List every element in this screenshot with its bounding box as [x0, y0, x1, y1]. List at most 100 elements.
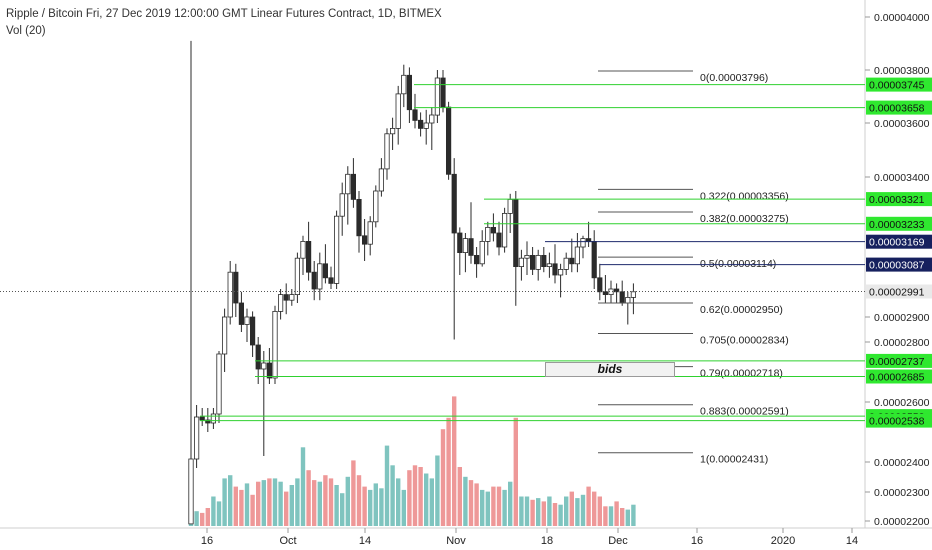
bids-annotation[interactable]: bids: [545, 362, 675, 377]
candle-body: [451, 173, 457, 234]
volume-bar: [463, 476, 468, 526]
volume-bar: [284, 491, 289, 526]
price-tick-label: 0.00002300: [874, 487, 930, 499]
fib-level-label: 0.62(0.00002950): [700, 304, 783, 316]
candle-body: [445, 106, 452, 175]
fib-level-label: 0(0.00003796): [700, 72, 768, 84]
candle-body: [429, 114, 435, 124]
volume-bar: [536, 498, 541, 526]
candle-body: [569, 257, 575, 265]
volume-bar: [508, 481, 513, 526]
price-tick-label: 0.00004000: [874, 12, 930, 24]
candle-body: [378, 168, 385, 192]
candle-body: [289, 294, 295, 301]
candle-body: [541, 254, 547, 267]
price-level-badge: [866, 216, 932, 231]
candle-body: [350, 173, 357, 200]
volume-bar: [278, 481, 283, 526]
candle-body: [367, 221, 373, 245]
candle-body: [272, 310, 278, 379]
price-tick-label: 0.00002200: [874, 516, 930, 528]
candle-body: [457, 232, 463, 254]
volume-bar: [485, 491, 490, 526]
candle-body: [221, 316, 228, 355]
volume-bar: [491, 486, 496, 526]
volume-bar: [446, 417, 451, 526]
candle-body: [580, 238, 586, 248]
candle-body: [468, 238, 474, 256]
candle-body: [233, 271, 239, 304]
time-tick-label: 2020: [771, 535, 795, 547]
price-level-badge: [866, 100, 932, 115]
volume-bar: [480, 489, 485, 526]
volume-bar: [586, 486, 591, 526]
candle-body: [227, 271, 233, 318]
candle-body: [591, 240, 597, 279]
candle-body: [630, 291, 637, 298]
volume-bar: [390, 465, 395, 526]
volume-bar: [440, 429, 446, 526]
volume-bar: [597, 496, 602, 526]
candle-body: [406, 74, 413, 111]
volume-bar: [558, 504, 563, 526]
price-level-badge-text: 0.00003745: [869, 80, 925, 92]
volume-bar: [424, 473, 429, 526]
volume-bar: [233, 486, 238, 526]
candle-body: [535, 254, 541, 270]
price-level-badge-text: 0.00003233: [869, 219, 925, 231]
time-tick-label: 18: [541, 535, 553, 547]
candle-body: [266, 362, 273, 379]
volume-bar: [407, 470, 412, 526]
candle-body: [518, 257, 525, 268]
blue-level-badge: [866, 257, 932, 272]
volume-bar: [412, 465, 418, 526]
volume-bar: [228, 475, 233, 526]
time-tick-label: 16: [201, 535, 213, 547]
candle-body: [563, 257, 569, 270]
candle-body: [199, 416, 205, 421]
volume-bar: [345, 476, 350, 526]
candle-body: [501, 212, 508, 248]
volume-bar: [547, 496, 552, 526]
candle-body: [300, 240, 306, 259]
volume-bar: [614, 501, 619, 526]
volume-bar: [256, 481, 261, 526]
volume-bar: [592, 491, 597, 526]
candle-body: [462, 238, 469, 254]
candle-body: [558, 268, 564, 276]
candle-body: [401, 74, 407, 95]
candle-body: [210, 413, 216, 424]
volume-bar: [222, 478, 227, 526]
candle-body: [513, 198, 519, 267]
candle-body: [283, 294, 289, 301]
volume-bar: [575, 498, 580, 526]
price-level-badge-text: 0.00002538: [869, 416, 925, 428]
volume-bar: [418, 467, 423, 526]
volume-bar: [603, 506, 608, 526]
volume-bar: [373, 483, 378, 526]
candle-body: [530, 254, 536, 270]
legend: Ripple / Bitcoin Fri, 27 Dec 2019 12:00:…: [6, 6, 442, 40]
price-level-badge-text: 0.00003658: [869, 103, 925, 115]
volume-bar: [300, 447, 306, 526]
candle-body: [412, 109, 418, 121]
candle-body: [311, 271, 317, 290]
volume-bar: [502, 489, 507, 526]
candle-body: [440, 77, 446, 108]
candle-body: [395, 93, 401, 129]
volume-bar: [289, 485, 294, 526]
volume-bar: [580, 494, 586, 526]
time-tick-label: 16: [691, 535, 703, 547]
price-level-badge-text: 0.00002685: [869, 372, 925, 384]
candle-body: [188, 458, 194, 525]
candle-body: [249, 316, 256, 346]
candle-body: [552, 263, 558, 276]
chart-title: Ripple / Bitcoin Fri, 27 Dec 2019 12:00:…: [6, 8, 442, 20]
candle-body: [524, 254, 530, 259]
volume-bar: [524, 496, 530, 526]
fib-level-label: 0.79(0.00002718): [700, 368, 783, 380]
volume-bar: [379, 488, 384, 526]
candle-body: [546, 263, 553, 267]
candle-body: [294, 257, 301, 296]
